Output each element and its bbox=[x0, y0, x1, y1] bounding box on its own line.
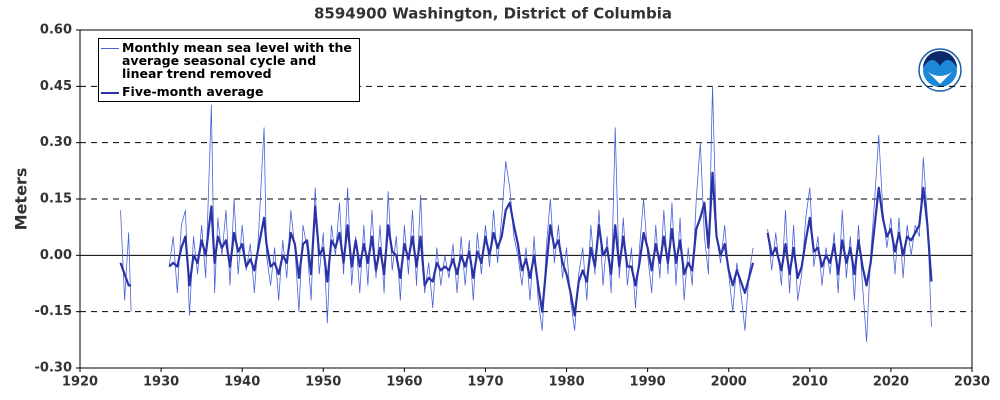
y-tick-label: 0.30 bbox=[40, 135, 72, 150]
logo-gull bbox=[928, 72, 952, 84]
y-tick-label: 0.45 bbox=[40, 79, 72, 94]
x-tick-label: 1930 bbox=[143, 375, 179, 390]
y-tick-label: 0.00 bbox=[40, 248, 72, 263]
series-line bbox=[119, 171, 933, 317]
x-tick-label: 1980 bbox=[548, 375, 584, 390]
logo-top bbox=[923, 51, 957, 68]
y-tick-label: 0.60 bbox=[40, 23, 72, 38]
legend-item: Five-month average bbox=[99, 85, 358, 98]
x-tick-label: 2010 bbox=[792, 375, 828, 390]
legend-label: Monthly mean sea level with the average … bbox=[122, 40, 352, 81]
x-tick-label: 2000 bbox=[711, 375, 747, 390]
legend: Monthly mean sea level with the average … bbox=[98, 38, 360, 102]
chart-title: 8594900 Washington, District of Columbia bbox=[314, 5, 672, 23]
x-tick-label: 1960 bbox=[386, 375, 422, 390]
noaa-logo bbox=[918, 48, 962, 92]
y-tick-label: -0.15 bbox=[35, 304, 72, 319]
x-tick-label: 2020 bbox=[873, 375, 909, 390]
logo-disc bbox=[923, 53, 957, 87]
x-tick-label: 1950 bbox=[305, 375, 341, 390]
legend-item: Monthly mean sea level with the average … bbox=[99, 41, 358, 80]
x-tick-label: 1940 bbox=[224, 375, 260, 390]
x-tick-label: 2030 bbox=[954, 375, 990, 390]
plot-frame bbox=[79, 29, 973, 369]
y-axis-label: Meters bbox=[12, 168, 31, 231]
legend-label: Five-month average bbox=[122, 84, 264, 99]
x-tick-label: 1970 bbox=[467, 375, 503, 390]
x-tick-label: 1920 bbox=[62, 375, 98, 390]
y-tick-label: -0.30 bbox=[35, 361, 72, 376]
x-tick-label: 1990 bbox=[630, 375, 666, 390]
legend-swatch bbox=[101, 48, 119, 49]
legend-swatch bbox=[101, 92, 119, 94]
y-tick-label: 0.15 bbox=[40, 192, 72, 207]
